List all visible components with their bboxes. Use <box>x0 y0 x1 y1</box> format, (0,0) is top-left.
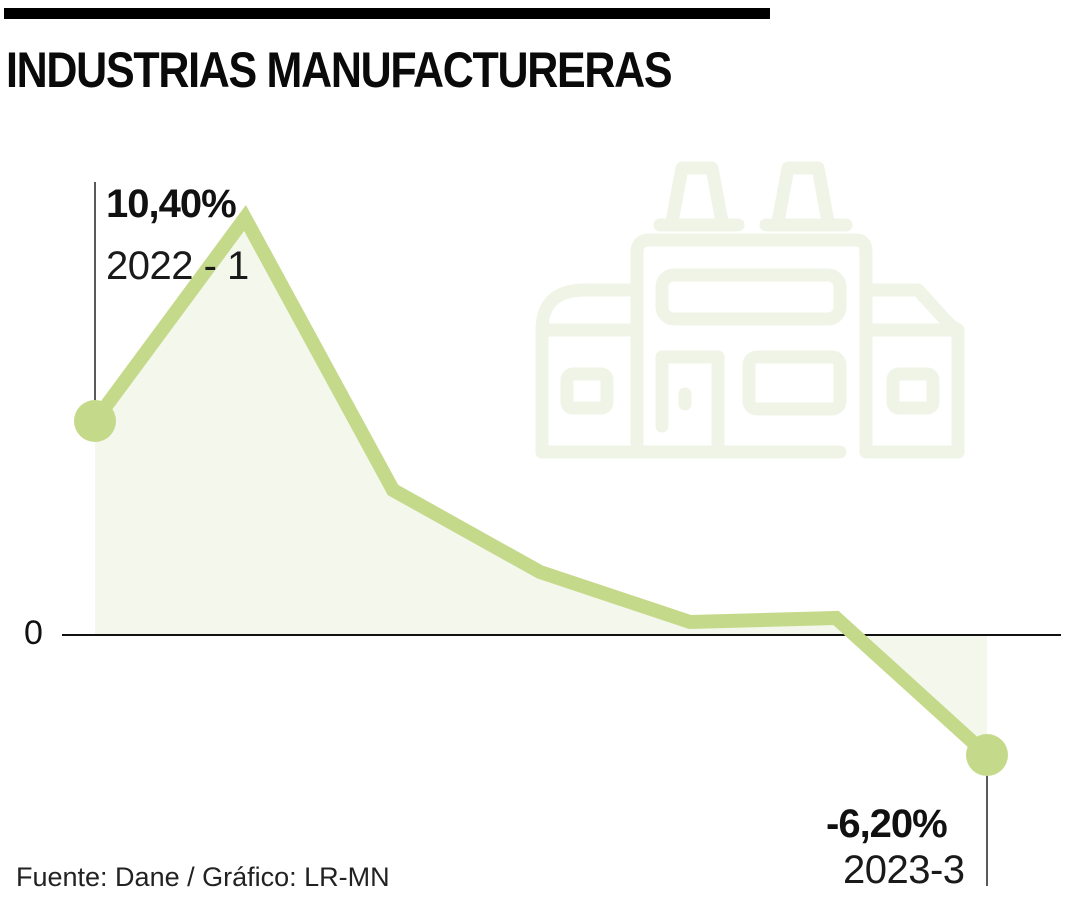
end-period-label: 2023-3 <box>843 848 965 892</box>
data-line <box>89 205 992 761</box>
top-rule <box>4 8 770 19</box>
y-axis-zero-label: 0 <box>24 614 43 652</box>
start-value-label: 10,40% <box>106 182 237 226</box>
end-value-label: -6,20% <box>826 802 948 846</box>
area-fill <box>95 218 862 635</box>
start-period-label: 2022 - 1 <box>106 244 249 288</box>
start-point-marker[interactable] <box>74 400 116 442</box>
end-point-marker[interactable] <box>966 734 1008 776</box>
factory-icon <box>535 161 965 459</box>
chart-title: INDUSTRIAS MANUFACTURERAS <box>6 42 673 98</box>
source-note: Fuente: Dane / Gráfico: LR-MN <box>16 862 390 892</box>
